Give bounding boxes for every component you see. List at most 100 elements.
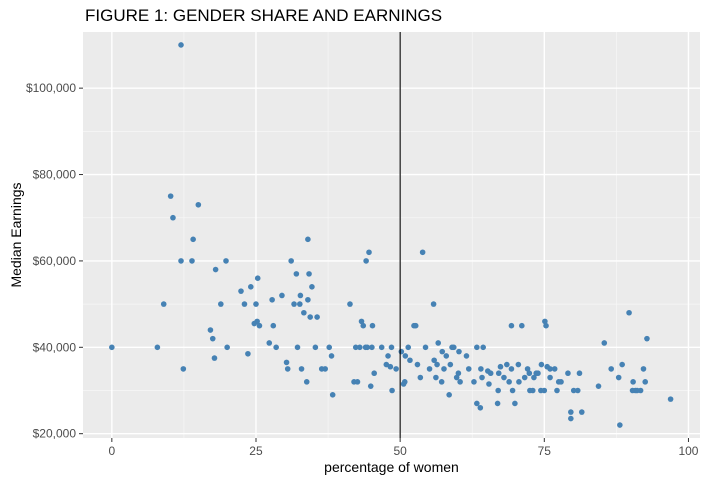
data-point xyxy=(486,381,492,387)
data-point xyxy=(457,379,463,385)
data-point xyxy=(209,335,216,342)
x-tick-label: 100 xyxy=(678,444,698,458)
data-point xyxy=(407,357,413,364)
data-point xyxy=(241,301,248,307)
data-point xyxy=(190,236,196,243)
y-tick-label: $60,000 xyxy=(33,254,77,268)
data-point xyxy=(497,363,504,370)
data-point xyxy=(438,379,445,385)
data-point xyxy=(439,348,446,355)
data-point xyxy=(543,322,549,329)
data-point xyxy=(238,288,244,294)
data-point xyxy=(524,366,531,372)
data-point xyxy=(617,422,623,428)
data-point xyxy=(398,348,405,355)
data-point xyxy=(450,344,457,351)
data-point xyxy=(167,193,174,199)
data-point xyxy=(506,379,512,385)
data-point xyxy=(352,344,359,351)
data-point xyxy=(178,258,184,264)
data-point xyxy=(294,344,301,351)
x-tick-label: 50 xyxy=(393,444,407,458)
data-point xyxy=(291,301,297,307)
data-point xyxy=(637,387,644,394)
data-point xyxy=(402,353,409,359)
data-point xyxy=(519,322,525,329)
data-point xyxy=(478,366,484,372)
data-point xyxy=(504,361,510,368)
data-point xyxy=(565,370,571,377)
data-point xyxy=(554,387,560,394)
data-point xyxy=(378,344,385,351)
data-point xyxy=(558,379,564,385)
data-point xyxy=(435,340,442,346)
data-point xyxy=(526,370,533,377)
data-point xyxy=(297,301,303,307)
data-point xyxy=(306,271,312,277)
data-point xyxy=(578,409,585,415)
data-point xyxy=(551,366,558,372)
data-point xyxy=(512,400,518,407)
data-point xyxy=(477,404,484,411)
data-point xyxy=(417,374,424,381)
data-point xyxy=(178,42,184,48)
data-point xyxy=(298,366,305,372)
data-point xyxy=(535,370,541,377)
data-point xyxy=(494,400,501,407)
y-tick-label: $40,000 xyxy=(33,340,77,354)
data-point xyxy=(401,379,408,385)
data-point xyxy=(642,379,649,385)
data-point xyxy=(347,301,353,307)
data-point xyxy=(326,344,333,351)
data-point xyxy=(576,370,583,377)
data-point xyxy=(509,387,516,394)
x-axis-title: percentage of women xyxy=(324,459,459,475)
data-point xyxy=(608,366,614,372)
data-point xyxy=(479,374,485,381)
data-point xyxy=(170,214,176,221)
data-point xyxy=(309,284,315,290)
data-point xyxy=(480,344,486,351)
data-point xyxy=(207,327,214,333)
data-point xyxy=(431,357,437,364)
data-point xyxy=(508,322,515,329)
x-tick-label: 0 xyxy=(108,444,115,458)
data-point xyxy=(644,335,650,342)
data-point xyxy=(354,379,361,385)
data-point xyxy=(501,374,507,381)
y-tick-label: $80,000 xyxy=(33,168,77,182)
data-point xyxy=(471,379,477,385)
data-point xyxy=(301,309,307,316)
y-tick-label: $20,000 xyxy=(33,427,77,441)
data-point xyxy=(269,296,275,303)
data-point xyxy=(195,201,202,208)
data-point xyxy=(538,361,545,368)
data-point xyxy=(516,379,522,385)
data-point xyxy=(273,344,279,351)
data-point xyxy=(284,366,291,372)
data-point xyxy=(433,374,439,381)
data-point xyxy=(293,271,300,277)
data-point xyxy=(595,383,602,389)
data-point xyxy=(218,301,224,307)
data-point xyxy=(601,340,608,346)
data-point xyxy=(109,344,115,351)
data-point xyxy=(388,344,395,351)
data-point xyxy=(629,387,636,394)
data-point xyxy=(160,301,167,307)
data-point xyxy=(360,322,367,329)
chart-title: FIGURE 1: GENDER SHARE AND EARNINGS xyxy=(85,6,443,25)
y-axis-title: Median Earnings xyxy=(8,182,24,287)
data-point xyxy=(419,249,426,256)
data-point xyxy=(254,318,260,325)
data-point xyxy=(455,370,462,377)
data-point xyxy=(303,379,310,385)
x-tick-label: 25 xyxy=(249,444,263,458)
data-point xyxy=(474,344,480,351)
data-point xyxy=(426,366,433,372)
data-point xyxy=(568,409,574,415)
data-point xyxy=(405,344,412,351)
data-point xyxy=(211,355,218,361)
data-point xyxy=(465,366,472,372)
